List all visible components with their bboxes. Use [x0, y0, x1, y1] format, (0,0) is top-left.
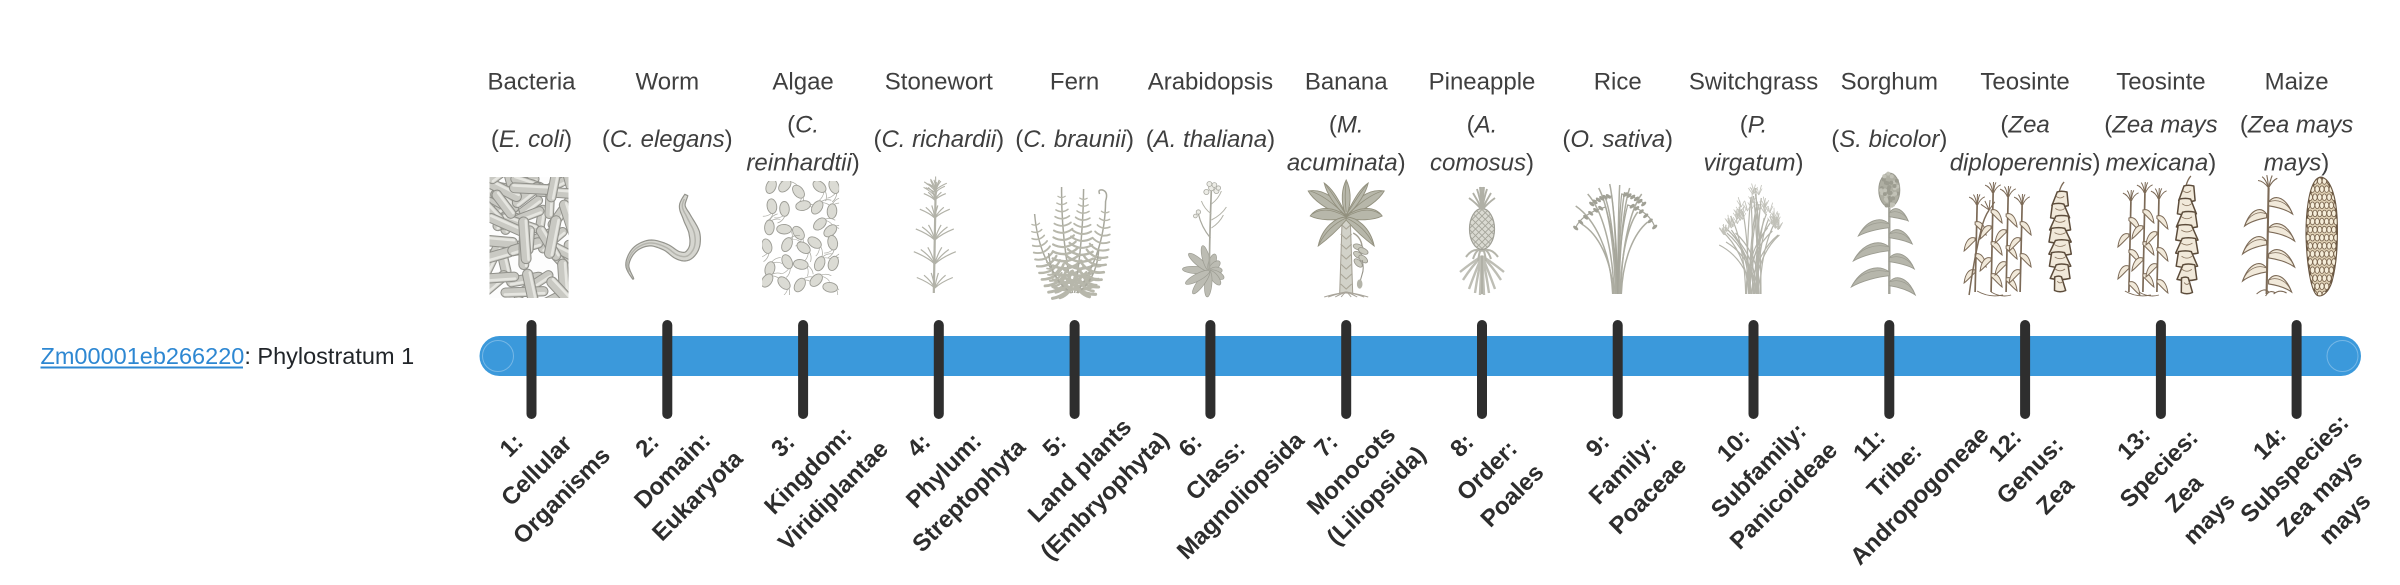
svg-text:Pineapple: Pineapple	[1429, 69, 1536, 96]
svg-text:Maize: Maize	[2265, 69, 2329, 96]
svg-text:diploperennis): diploperennis)	[1950, 150, 2101, 177]
svg-text:Zm00001eb266220: Phylostratum: Zm00001eb266220: Phylostratum 1	[41, 343, 415, 369]
svg-text:(S. bicolor): (S. bicolor)	[1831, 126, 1947, 153]
svg-text:(Zea mays: (Zea mays	[2104, 112, 2217, 139]
svg-text:Sorghum: Sorghum	[1841, 69, 1938, 96]
svg-text:2:Domain:Eukaryota: 2:Domain:Eukaryota	[597, 395, 749, 547]
svg-text:(Zea: (Zea	[2000, 112, 2049, 139]
svg-text:Teosinte: Teosinte	[1980, 69, 2069, 96]
svg-text:(M.: (M.	[1329, 112, 1364, 139]
svg-text:9:Family:Poaceae: 9:Family:Poaceae	[1554, 402, 1692, 540]
svg-text:5:Land plants(Embryophyta): 5:Land plants(Embryophyta)	[985, 376, 1174, 565]
svg-text:Banana: Banana	[1305, 69, 1388, 96]
svg-text:mays): mays)	[2264, 150, 2329, 177]
svg-text:Algae: Algae	[772, 69, 833, 96]
svg-text:Stonewort: Stonewort	[885, 69, 993, 96]
svg-text:(A. thaliana): (A. thaliana)	[1146, 126, 1275, 153]
svg-text:Fern: Fern	[1050, 69, 1099, 96]
svg-text:(C. richardii): (C. richardii)	[873, 126, 1004, 153]
svg-text:(A.: (A.	[1467, 112, 1498, 139]
svg-text:(C.: (C.	[787, 112, 819, 139]
svg-text:13:Species:Zeamays: 13:Species:Zeamays	[2090, 399, 2254, 563]
svg-text:(O. sativa): (O. sativa)	[1562, 126, 1673, 153]
svg-text:4:Phylum:Streptophyta: 4:Phylum:Streptophyta	[857, 383, 1031, 557]
svg-text:1:CellularOrganisms: 1:CellularOrganisms	[458, 392, 616, 550]
svg-text:(C. elegans): (C. elegans)	[602, 126, 733, 153]
svg-text:comosus): comosus)	[1430, 150, 1534, 177]
svg-text:14:Subspecies:Zea maysmays: 14:Subspecies:Zea maysmays	[2210, 384, 2400, 578]
svg-text:7:Monocots(Liliopsida): 7:Monocots(Liliopsida)	[1272, 391, 1432, 551]
svg-text:acuminata): acuminata)	[1287, 150, 1406, 177]
svg-text:reinhardtii): reinhardtii)	[746, 150, 859, 177]
svg-text:Bacteria: Bacteria	[487, 69, 576, 96]
svg-text:(P.: (P.	[1740, 112, 1768, 139]
svg-text:(E. coli): (E. coli)	[491, 126, 572, 153]
svg-text:Worm: Worm	[636, 69, 700, 96]
svg-text:Teosinte: Teosinte	[2116, 69, 2205, 96]
svg-text:Switchgrass: Switchgrass	[1689, 69, 1818, 96]
svg-text:12:Genus:Zea: 12:Genus:Zea	[1967, 407, 2095, 535]
svg-text:6:Class:Magnoliopsida: 6:Class:Magnoliopsida	[1122, 376, 1311, 565]
svg-text:8:Order:Poales: 8:Order:Poales	[1425, 409, 1549, 533]
svg-text:Arabidopsis: Arabidopsis	[1148, 69, 1273, 96]
svg-text:(Zea mays: (Zea mays	[2240, 112, 2353, 139]
svg-text:3:Kingdom:Viridiplantae: 3:Kingdom:Viridiplantae	[723, 385, 894, 556]
svg-text:(C. braunii): (C. braunii)	[1015, 126, 1134, 153]
svg-text:mexicana): mexicana)	[2106, 150, 2217, 177]
svg-text:virgatum): virgatum)	[1703, 150, 1803, 177]
svg-text:10:Subfamily:Panicoideae: 10:Subfamily:Panicoideae	[1675, 387, 1843, 555]
svg-text:Rice: Rice	[1594, 69, 1642, 96]
